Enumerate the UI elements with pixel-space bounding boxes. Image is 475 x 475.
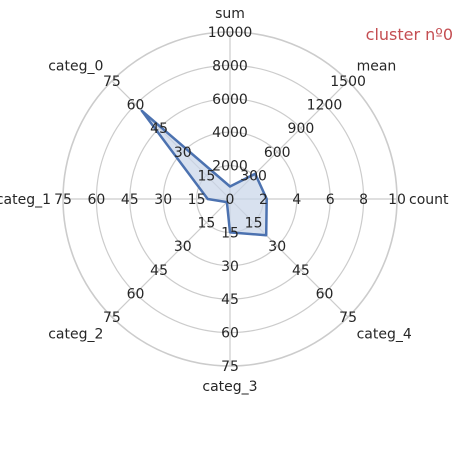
tick-label-categ_1: 15 — [188, 192, 206, 208]
tick-label-categ_4: 60 — [316, 287, 334, 303]
tick-label-categ_3: 30 — [221, 259, 239, 275]
tick-label-categ_4: 45 — [292, 263, 310, 279]
axis-label-categ_2: categ_2 — [48, 327, 103, 343]
tick-label-categ_3: 45 — [221, 292, 239, 308]
tick-label-sum: 4000 — [212, 125, 248, 141]
axis-label-categ_0: categ_0 — [48, 58, 103, 74]
tick-label-count: 10 — [388, 192, 406, 208]
axis-label-sum: sum — [215, 6, 245, 22]
tick-label-categ_2: 75 — [103, 310, 121, 326]
tick-label-categ_4: 30 — [268, 239, 286, 255]
tick-label-mean: 1500 — [330, 74, 366, 90]
tick-label-count: 6 — [326, 192, 335, 208]
tick-label-categ_3: 75 — [221, 359, 239, 375]
tick-label-mean: 900 — [288, 121, 315, 137]
tick-label-center: 0 — [226, 192, 235, 208]
tick-label-sum: 8000 — [212, 58, 248, 74]
tick-label-categ_1: 30 — [154, 192, 172, 208]
tick-label-mean: 1200 — [307, 98, 343, 114]
tick-label-categ_2: 45 — [150, 263, 168, 279]
tick-label-categ_3: 15 — [221, 225, 239, 241]
tick-label-categ_1: 75 — [54, 192, 72, 208]
axis-label-categ_3: categ_3 — [202, 379, 257, 395]
tick-label-sum: 6000 — [212, 92, 248, 108]
tick-label-count: 8 — [359, 192, 368, 208]
tick-label-categ_1: 45 — [121, 192, 139, 208]
tick-label-count: 4 — [292, 192, 301, 208]
chart-title: cluster nº0 — [366, 25, 453, 44]
axis-label-mean: mean — [357, 58, 397, 74]
tick-label-categ_0: 60 — [127, 98, 145, 114]
tick-label-categ_4: 75 — [339, 310, 357, 326]
tick-label-categ_0: 45 — [150, 121, 168, 137]
tick-label-categ_1: 60 — [87, 192, 105, 208]
tick-label-mean: 600 — [264, 145, 291, 161]
tick-label-categ_0: 75 — [103, 74, 121, 90]
tick-label-categ_4: 15 — [245, 216, 263, 232]
tick-label-categ_2: 30 — [174, 239, 192, 255]
tick-label-sum: 10000 — [208, 25, 253, 41]
axis-label-count: count — [409, 192, 449, 208]
tick-label-categ_2: 60 — [127, 287, 145, 303]
axis-label-categ_1: categ_1 — [0, 192, 51, 208]
tick-label-count: 2 — [259, 192, 268, 208]
axis-label-categ_4: categ_4 — [357, 327, 412, 343]
tick-label-categ_0: 15 — [197, 168, 215, 184]
tick-label-categ_3: 60 — [221, 326, 239, 342]
tick-label-categ_2: 15 — [197, 216, 215, 232]
tick-label-categ_0: 30 — [174, 145, 192, 161]
tick-label-sum: 2000 — [212, 159, 248, 175]
